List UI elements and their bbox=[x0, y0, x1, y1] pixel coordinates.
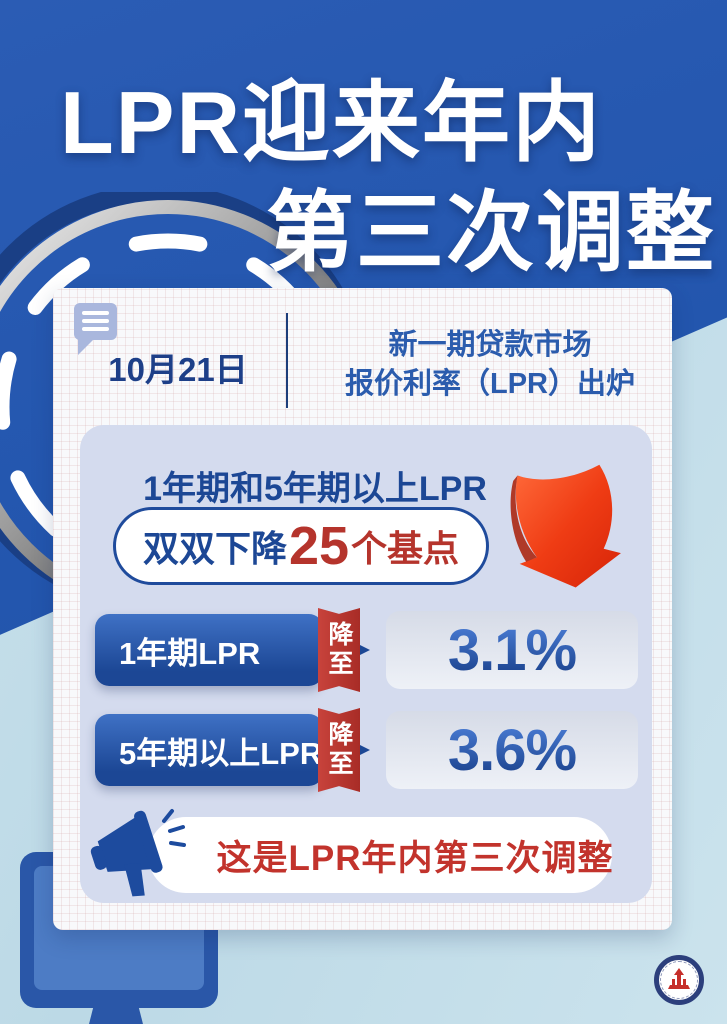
rate-value: 3.6% bbox=[447, 717, 577, 783]
title-line-1: LPR迎来年内 bbox=[60, 73, 603, 172]
news-line-1: 新一期贷款市场 bbox=[388, 329, 592, 361]
agency-logo-icon bbox=[654, 955, 704, 1005]
title-line-2: 第三次调整 bbox=[266, 183, 717, 282]
date-label: 10月21日 bbox=[108, 351, 248, 388]
down-arrow-icon bbox=[510, 464, 621, 588]
footnote-text: 这是LPR年内第三次调整 bbox=[216, 838, 614, 878]
rate-row: 5年期以上LPR 降至 3.6% bbox=[80, 708, 652, 792]
drop-to-ribbon: 降至 bbox=[318, 708, 360, 792]
drop-to-text: 降至 bbox=[325, 621, 353, 679]
drop-pill: 双双下降 25 个基点 bbox=[113, 507, 489, 585]
drop-to-ribbon: 降至 bbox=[318, 608, 360, 692]
rate-value: 3.1% bbox=[447, 617, 577, 683]
info-card: 10月21日 新一期贷款市场 报价利率（LPR）出炉 1年期和5年期以上LPR … bbox=[53, 288, 672, 930]
drop-prefix: 双双下降 bbox=[142, 528, 287, 569]
megaphone-icon bbox=[90, 809, 186, 897]
header-divider bbox=[286, 313, 288, 408]
rate-value-box: 3.6% bbox=[386, 711, 638, 789]
rate-panel: 1年期和5年期以上LPR 双双下降 25 个基点 bbox=[80, 425, 652, 903]
drop-to-text: 降至 bbox=[325, 721, 353, 779]
news-headline: 新一期贷款市场 报价利率（LPR）出炉 bbox=[308, 326, 672, 404]
news-line-2: 报价利率（LPR）出炉 bbox=[344, 368, 635, 400]
footnote-pill: 这是LPR年内第三次调整 bbox=[148, 817, 614, 893]
rate-row: 1年期LPR 降至 3.1% bbox=[80, 608, 652, 692]
drop-value: 25 bbox=[288, 516, 350, 576]
monitor-stand bbox=[88, 1006, 144, 1024]
speech-bubble-icon bbox=[74, 303, 117, 355]
rate-value-box: 3.1% bbox=[386, 611, 638, 689]
panel-heading: 1年期和5年期以上LPR bbox=[143, 470, 487, 508]
drop-suffix: 个基点 bbox=[351, 528, 460, 569]
rate-label-pill: 1年期LPR bbox=[95, 614, 323, 686]
rate-label-pill: 5年期以上LPR bbox=[95, 714, 323, 786]
